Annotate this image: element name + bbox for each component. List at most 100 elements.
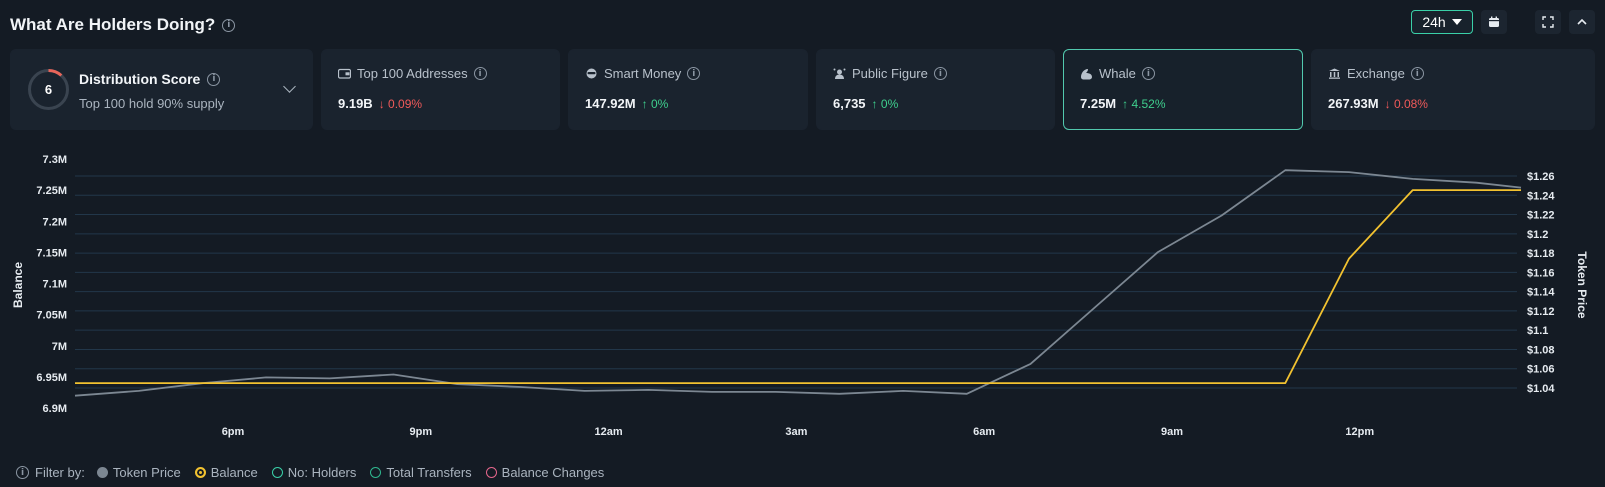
section-header: What Are Holders Doing? i 24h: [10, 10, 1595, 40]
fullscreen-button[interactable]: [1535, 10, 1561, 34]
left-axis-tick: 7.2M: [43, 216, 67, 228]
card-label-text: Exchange: [1347, 66, 1405, 81]
left-axis-tick: 7M: [52, 341, 67, 353]
card-value-text: 267.93M: [1328, 96, 1379, 111]
left-axis-title: Balance: [11, 262, 25, 308]
info-icon[interactable]: i: [16, 466, 29, 479]
public-figure-icon: [833, 68, 846, 79]
filter-text: Balance: [210, 465, 258, 480]
card-value-text: 147.92M: [585, 96, 636, 111]
caret-down-icon: [1451, 19, 1462, 25]
legend-dot: [370, 467, 382, 478]
filter-balance-changes[interactable]: Balance Changes: [485, 465, 605, 480]
info-icon[interactable]: i: [1410, 67, 1424, 80]
whale-icon: [1081, 68, 1092, 79]
right-axis-tick: $1.2: [1527, 229, 1548, 241]
left-axis-tick: 7.1M: [43, 279, 67, 291]
right-axis-tick: $1.12: [1527, 306, 1555, 318]
legend-dot: [96, 467, 108, 478]
left-axis-tick: 6.9M: [43, 403, 67, 415]
left-axis-tick: 7.15M: [36, 247, 67, 259]
filter-token-price[interactable]: Token Price: [96, 465, 181, 480]
right-axis-tick: $1.14: [1527, 287, 1555, 299]
x-axis-tick: 6am: [973, 426, 995, 438]
card-top-100-addresses[interactable]: Top 100 Addresses i 9.19B ↓ 0.09%: [321, 49, 560, 130]
x-axis-tick: 12am: [595, 426, 623, 438]
calendar-button[interactable]: [1481, 10, 1507, 34]
header-controls: 24h: [1411, 10, 1595, 34]
chart-filters: i Filter by: Token Price Balance No: Hol…: [16, 465, 618, 480]
filter-total-transfers[interactable]: Total Transfers: [370, 465, 472, 480]
time-range-dropdown[interactable]: 24h: [1411, 10, 1473, 34]
card-whale[interactable]: Whale i 7.25M ↑ 4.52%: [1063, 49, 1303, 130]
fullscreen-icon: [1542, 16, 1554, 28]
section-title: What Are Holders Doing?: [10, 15, 216, 34]
change-value: 4.52%: [1131, 96, 1166, 111]
x-axis-tick: 9am: [1161, 426, 1183, 438]
chevron-down-icon[interactable]: [283, 80, 296, 93]
right-axis-tick: $1.06: [1527, 364, 1555, 376]
right-axis-tick: $1.16: [1527, 267, 1555, 279]
legend-dot: [271, 467, 283, 478]
right-axis-tick: $1.08: [1527, 344, 1555, 356]
x-axis-tick: 3am: [785, 426, 807, 438]
change-up: ↑ 4.52%: [1122, 96, 1166, 111]
x-axis-tick: 12pm: [1345, 426, 1374, 438]
left-axis-tick: 7.25M: [36, 185, 67, 197]
collapse-button[interactable]: [1569, 10, 1595, 34]
filter-text: Balance Changes: [501, 465, 605, 480]
card-value-text: 7.25M: [1080, 96, 1117, 111]
filter-label: Filter by:: [35, 465, 85, 480]
card-value: 6,735 ↑ 0%: [833, 96, 898, 111]
card-label-text: Smart Money: [604, 66, 682, 81]
info-icon[interactable]: i: [222, 18, 236, 32]
info-icon[interactable]: i: [687, 67, 701, 80]
balance-line: [75, 189, 1521, 384]
change-value: 0%: [880, 96, 899, 111]
card-public-figure[interactable]: Public Figure i 6,735 ↑ 0%: [816, 49, 1055, 130]
x-axis-tick: 6pm: [222, 426, 245, 438]
card-exchange[interactable]: Exchange i 267.93M ↓ 0.08%: [1311, 49, 1595, 130]
token-price-line: [74, 169, 1522, 397]
change-up: ↑ 0%: [871, 96, 899, 111]
change-value: 0.09%: [388, 96, 423, 111]
holders-chart[interactable]: 6.9M 6.95M 7M 7.05M 7.1M 7.15M 7.2M 7.25M 7.3M $1…: [0, 140, 1605, 440]
distribution-subtitle: Top 100 hold 90% supply: [79, 96, 225, 111]
card-label: Exchange i: [1328, 66, 1424, 81]
distribution-score-card[interactable]: 6 Distribution Score i Top 100 hold 90% …: [10, 49, 313, 130]
card-label: Smart Money i: [585, 66, 701, 81]
right-axis-tick: $1.1: [1527, 325, 1548, 337]
card-label-text: Whale: [1099, 66, 1136, 81]
change-down: ↓ 0.09%: [378, 96, 423, 111]
change-value: 0%: [650, 96, 669, 111]
right-axis-tick: $1.18: [1527, 248, 1555, 260]
smart-money-icon: [586, 68, 597, 79]
card-smart-money[interactable]: Smart Money i 147.92M ↑ 0%: [568, 49, 808, 130]
info-icon[interactable]: i: [473, 67, 487, 80]
time-range-value: 24h: [1422, 14, 1446, 30]
exchange-icon: [1329, 68, 1340, 79]
card-label: Public Figure i: [833, 66, 947, 81]
filter-balance[interactable]: Balance: [194, 465, 258, 480]
distribution-title-text: Distribution Score: [79, 71, 201, 87]
info-icon[interactable]: i: [933, 67, 947, 80]
left-axis-tick: 6.95M: [36, 372, 67, 384]
legend-dot: [194, 467, 206, 478]
left-axis-tick: 7.05M: [36, 310, 67, 322]
filter-no-holders[interactable]: No: Holders: [271, 465, 356, 480]
filter-text: Token Price: [112, 465, 181, 480]
right-axis-tick: $1.04: [1527, 383, 1555, 395]
card-value: 267.93M ↓ 0.08%: [1328, 96, 1428, 111]
right-axis-tick: $1.24: [1527, 190, 1555, 202]
info-icon[interactable]: i: [207, 72, 221, 86]
card-value: 7.25M ↑ 4.52%: [1080, 96, 1166, 111]
left-axis-tick: 7.3M: [43, 154, 67, 166]
calendar-icon: [1489, 16, 1499, 27]
change-up: ↑ 0%: [641, 96, 669, 111]
wallet-icon: [338, 68, 351, 79]
legend-dot: [485, 467, 497, 478]
info-icon[interactable]: i: [1141, 67, 1155, 80]
distribution-score-value: 6: [44, 82, 53, 97]
chevron-up-icon: [1577, 18, 1587, 25]
distribution-score-title: Distribution Score i: [79, 71, 221, 87]
